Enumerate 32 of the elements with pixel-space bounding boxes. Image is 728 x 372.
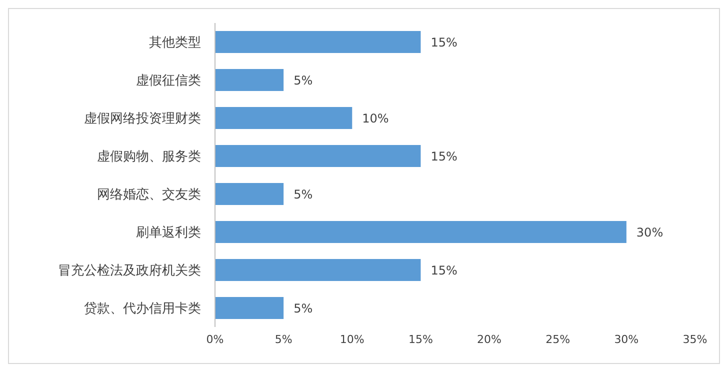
x-tick-label: 0% — [206, 332, 224, 346]
bar — [215, 259, 421, 281]
y-tick-label: 网络婚恋、交友类 — [97, 186, 201, 203]
bar — [215, 221, 626, 243]
y-tick-label: 贷款、代办信用卡类 — [84, 302, 201, 317]
data-label: 5% — [294, 301, 313, 316]
data-label: 15% — [430, 149, 458, 164]
x-tick-label: 20% — [477, 332, 502, 346]
x-tick-label: 30% — [614, 332, 639, 346]
bar — [215, 69, 284, 91]
data-label: 5% — [294, 187, 313, 202]
x-tick-label: 5% — [274, 332, 292, 346]
x-tick-label: 25% — [546, 332, 570, 346]
bar — [215, 297, 284, 319]
data-label: 10% — [362, 111, 389, 126]
y-tick-label: 虚假购物、服务类 — [97, 150, 201, 165]
bar — [215, 31, 421, 53]
x-tick-label: 35% — [682, 332, 708, 346]
data-label: 15% — [430, 263, 458, 278]
bar — [215, 145, 421, 167]
y-tick-label: 虚假网络投资理财类 — [84, 112, 201, 127]
bar — [215, 183, 284, 205]
x-tick-label: 15% — [408, 332, 433, 346]
data-label: 30% — [636, 225, 664, 240]
y-tick-label: 冒充公检法及政府机关类 — [58, 262, 201, 279]
bar — [215, 107, 352, 129]
y-tick-label: 刷单返利类 — [136, 226, 201, 241]
y-tick-label: 其他类型 — [149, 36, 201, 51]
y-tick-label: 虚假征信类 — [136, 74, 201, 89]
data-label: 15% — [430, 35, 458, 50]
x-tick-label: 10% — [340, 332, 364, 346]
data-label: 5% — [294, 73, 313, 88]
